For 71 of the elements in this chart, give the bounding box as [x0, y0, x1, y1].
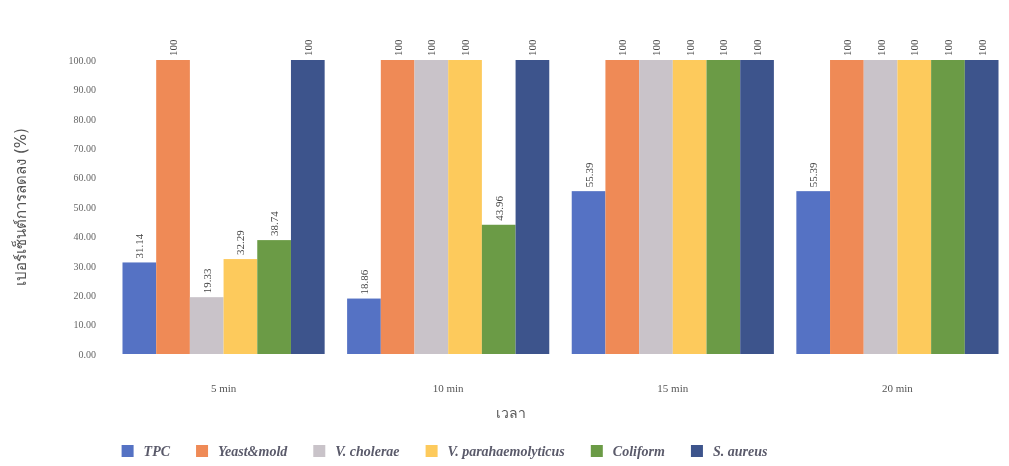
data-label: 100: [301, 39, 314, 56]
y-tick-label: 70.00: [73, 142, 96, 154]
bar: [931, 60, 965, 354]
data-label: 18.86: [357, 269, 370, 295]
bar: [964, 60, 999, 354]
y-tick-label: 40.00: [73, 231, 96, 243]
bar: [347, 298, 381, 354]
legend-label: Yeast&mold: [218, 444, 289, 459]
data-label: 55.39: [582, 161, 595, 188]
x-tick-label: 15 min: [657, 381, 689, 394]
bar: [796, 191, 831, 354]
data-label: 100: [751, 39, 764, 56]
bar: [639, 60, 673, 354]
data-label: 32.29: [234, 229, 247, 256]
bar: [515, 60, 550, 354]
data-label: 55.39: [807, 161, 820, 188]
bar: [156, 60, 190, 354]
bar: [481, 224, 516, 354]
data-label: 100: [391, 39, 404, 56]
legend-label: TPC: [143, 444, 171, 459]
y-tick-label: 10.00: [73, 319, 96, 331]
x-tick-label: 10 min: [432, 381, 465, 394]
bar: [706, 60, 741, 354]
y-tick-label: 50.00: [73, 201, 96, 213]
data-label: 100: [874, 39, 887, 56]
data-label: 100: [167, 39, 180, 56]
data-label: 100: [840, 39, 853, 56]
legend-label: V. cholerae: [335, 444, 400, 459]
data-label: 100: [941, 39, 954, 56]
data-label: 38.74: [268, 210, 281, 237]
data-label: 19.33: [200, 267, 213, 294]
x-tick-label: 5 min: [210, 381, 237, 394]
bar: [189, 297, 224, 354]
data-label: 100: [683, 39, 696, 56]
data-label: 100: [717, 39, 730, 56]
y-axis-title: เปอร์เซ็นต์การลดลง (%): [11, 128, 30, 286]
x-axis-title: เวลา: [495, 405, 526, 421]
bar: [571, 191, 606, 354]
bar: [290, 60, 325, 354]
data-label: 100: [616, 39, 629, 56]
bar: [448, 60, 482, 354]
y-tick-label: 80.00: [73, 113, 96, 125]
data-label: 100: [526, 39, 539, 56]
y-tick-label: 0.00: [78, 348, 96, 360]
bar: [257, 240, 291, 354]
bar: [380, 60, 415, 354]
y-tick-label: 100.00: [68, 54, 96, 66]
legend-label: S. aureus: [712, 444, 768, 459]
y-tick-label: 60.00: [73, 172, 96, 184]
bar: [830, 60, 864, 354]
data-label: 43.96: [492, 195, 505, 221]
bar: [863, 60, 898, 354]
legend-label: Coliform: [612, 444, 666, 459]
bar: [122, 262, 157, 354]
data-label: 31.14: [133, 233, 146, 259]
x-tick-label: 20 min: [881, 381, 914, 394]
data-label: 100: [459, 39, 472, 56]
data-label: 100: [425, 39, 438, 56]
bar: [740, 60, 774, 354]
data-label: 100: [649, 39, 662, 56]
bar: [223, 259, 258, 354]
bar: [414, 60, 449, 354]
bar: [897, 60, 932, 354]
bar: [672, 60, 707, 354]
bar: [605, 60, 640, 354]
data-label: 100: [975, 39, 988, 56]
data-label: 100: [908, 39, 921, 56]
y-tick-label: 30.00: [73, 260, 96, 272]
y-tick-label: 20.00: [73, 289, 96, 301]
y-tick-label: 90.00: [73, 84, 96, 96]
legend-label: V. parahaemolyticus: [447, 444, 566, 459]
